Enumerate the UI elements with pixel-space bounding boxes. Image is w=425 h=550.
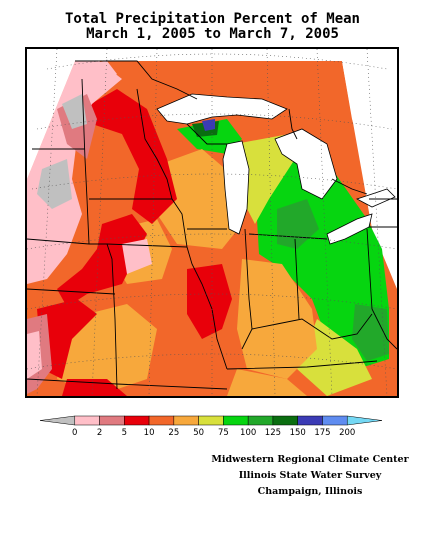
region-red-west: [82, 89, 177, 224]
legend-swatch: [198, 415, 224, 426]
map-title-line-1: Total Precipitation Percent of Mean: [64, 11, 360, 27]
precipitation-map: [25, 47, 399, 398]
graticule: [27, 49, 397, 396]
region-pink-n: [87, 61, 117, 84]
region-gray-west: [37, 159, 72, 209]
legend-swatch: [74, 415, 100, 426]
legend-label: 100: [240, 428, 256, 438]
legend-swatch: [272, 415, 298, 426]
legend-label: 75: [218, 428, 229, 438]
region-pink-ia: [122, 239, 152, 274]
region-orange-tn: [227, 369, 307, 396]
region-orange-in: [237, 259, 317, 379]
credit-line-3: Champaign, Illinois: [257, 486, 363, 497]
region-darkgreen-ohio: [352, 304, 389, 361]
legend-label: 200: [339, 428, 355, 438]
map-canvas: [27, 49, 397, 396]
color-legend: 0 2 5 10 25 50 75 100 125 150 175 200: [0, 408, 425, 448]
legend-swatch: [322, 415, 348, 426]
lake-michigan: [222, 140, 250, 235]
region-gray-nw: [62, 94, 87, 129]
legend-swatch: [173, 415, 199, 426]
legend-swatch: [346, 415, 383, 426]
legend-label: 0: [72, 428, 77, 438]
lake-ontario: [355, 188, 396, 208]
legend-bar: 0 2 5 10 25 50 75 100 125 150 175 200: [39, 415, 383, 438]
legend-label: 150: [290, 428, 306, 438]
region-green-up: [177, 119, 242, 154]
legend-label: 2: [97, 428, 102, 438]
region-pink-sw: [27, 331, 42, 379]
lower-left-white: [27, 49, 75, 179]
lake-huron: [274, 128, 338, 200]
legend-label: 10: [144, 428, 155, 438]
credit-line-1: Midwestern Regional Climate Center: [211, 454, 409, 465]
legend-swatch: [247, 415, 274, 426]
canada-area: [27, 49, 397, 189]
credit-line-2: Illinois State Water Survey: [238, 470, 382, 481]
map-title-line-2: March 1, 2005 to March 7, 2005: [86, 26, 339, 42]
legend-swatch: [124, 415, 150, 426]
legend-label: 25: [168, 428, 179, 438]
region-pink-west: [27, 61, 122, 284]
legend-swatch: [99, 415, 125, 426]
credits: Midwestern Regional Climate Center Illin…: [210, 452, 410, 500]
region-yellowgreen-mi: [235, 134, 295, 224]
region-red-ks: [37, 299, 97, 379]
region-red-central: [57, 214, 147, 307]
legend-label: 125: [265, 428, 281, 438]
legend-label: 50: [193, 428, 204, 438]
legend-swatch: [223, 415, 249, 426]
legend-swatch: [148, 415, 175, 426]
region-red-mo: [187, 264, 232, 339]
legend-swatch: [297, 415, 323, 426]
state-boundaries: [27, 60, 397, 390]
legend-label: 5: [122, 428, 127, 438]
legend-label: 175: [314, 428, 330, 438]
region-yellowgreen-south: [297, 319, 372, 396]
legend-swatch: [39, 415, 76, 426]
lake-superior: [156, 93, 288, 125]
